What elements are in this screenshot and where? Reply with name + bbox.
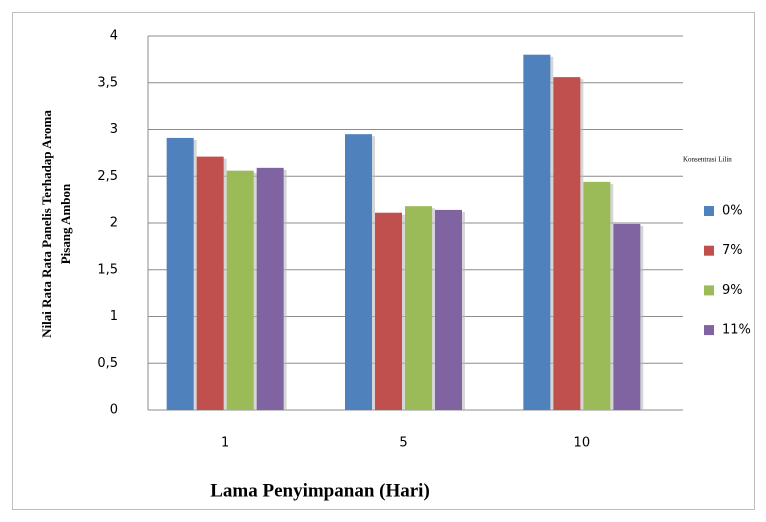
x-tick-label: 10: [574, 436, 591, 451]
bar: [523, 54, 551, 410]
legend-swatch: [704, 325, 714, 336]
y-tick-label: 3: [110, 122, 118, 137]
legend-swatch: [704, 245, 714, 256]
bar: [613, 223, 641, 410]
bar: [256, 167, 284, 410]
y-tick-label: 4: [110, 29, 118, 44]
x-tick-label: 1: [221, 436, 229, 451]
y-tick-label: 2,5: [97, 169, 118, 184]
bar: [435, 209, 462, 410]
y-tick-label: 3,5: [97, 75, 118, 90]
y-tick-label: 0,5: [97, 356, 118, 371]
bar: [375, 212, 402, 410]
y-tick-label: 1,5: [97, 262, 118, 277]
bar: [166, 137, 194, 411]
bar: [196, 156, 224, 410]
y-axis-title: Nilai Rata Rata Panelis Terhadap Aroma: [39, 110, 54, 338]
legend-label: 7%: [722, 243, 743, 258]
legend-label: 9%: [722, 283, 743, 298]
y-tick-label: 2: [110, 216, 118, 231]
bar: [345, 134, 372, 411]
bar: [553, 77, 581, 410]
y-tick-label: 0: [110, 403, 118, 418]
y-axis-title: Pisang Ambon: [58, 183, 73, 264]
legend-swatch: [704, 285, 714, 296]
legend-label: 0%: [722, 204, 743, 219]
bar: [583, 181, 611, 410]
bar: [226, 170, 254, 410]
legend-title: Konsentrasi Lilin: [683, 156, 732, 164]
y-tick-label: 1: [110, 309, 118, 324]
legend-swatch: [704, 206, 714, 216]
legend-label: 11%: [722, 323, 751, 338]
x-tick-label: 5: [399, 436, 407, 451]
bar: [405, 206, 432, 410]
x-axis-title: Lama Penyimpanan (Hari): [210, 480, 430, 501]
